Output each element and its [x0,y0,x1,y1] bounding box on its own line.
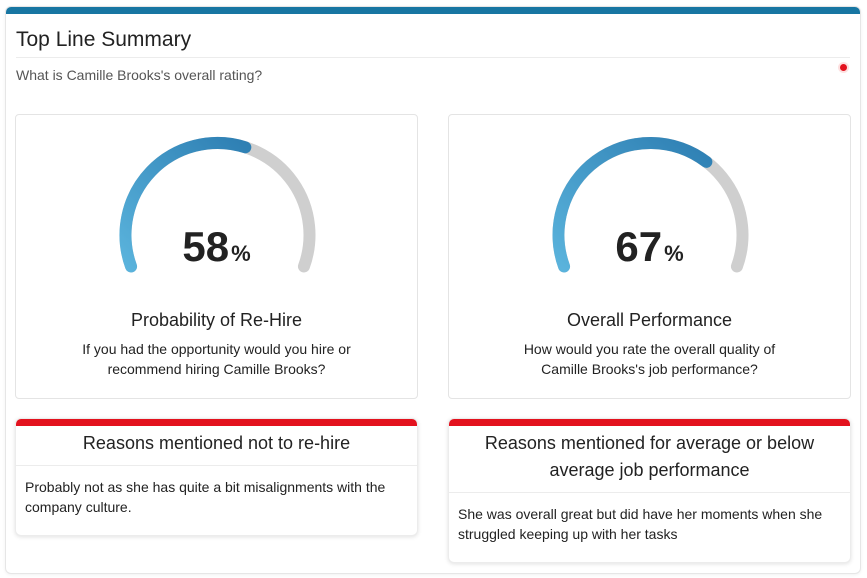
panel-title: Top Line Summary [16,28,192,51]
rehire-gauge-question: If you had the opportunity would you hir… [82,341,351,377]
reason-card-accent-bar [16,419,417,426]
reasons-below-average-text: She was overall great but did have her m… [458,506,823,542]
reasons-not-rehire-card: Reasons mentioned not to re-hire Probabl… [15,418,418,536]
rehire-gauge-fill [119,137,252,273]
performance-gauge-fill [552,137,713,273]
reasons-below-average-card: Reasons mentioned for average or below a… [448,418,851,563]
reasons-not-rehire-heading: Reasons mentioned not to re-hire [82,433,351,453]
rehire-gauge-value: 58% [182,223,251,270]
rehire-gauge-title: Probability of Re-Hire [130,310,303,330]
reason-divider [449,492,850,493]
performance-gauge [552,137,749,273]
panel-accent-bar [6,7,860,14]
status-dot-icon [840,64,847,71]
rehire-gauge-card: 58% Probability of Re-Hire If you had th… [15,114,418,399]
performance-gauge-title: Overall Performance [566,310,733,330]
performance-gauge-question: How would you rate the overall quality o… [523,341,776,377]
reason-divider [16,465,417,466]
performance-gauge-value: 67% [615,223,684,270]
performance-gauge-card: 67% Overall Performance How would you ra… [448,114,851,399]
reasons-not-rehire-text: Probably not as she has quite a bit misa… [25,479,386,515]
panel-subtitle: What is Camille Brooks's overall rating? [16,67,263,83]
title-divider [16,57,850,58]
reasons-below-average-heading: Reasons mentioned for average or below a… [484,433,815,480]
rehire-gauge [119,137,316,273]
reason-card-accent-bar [449,419,850,426]
